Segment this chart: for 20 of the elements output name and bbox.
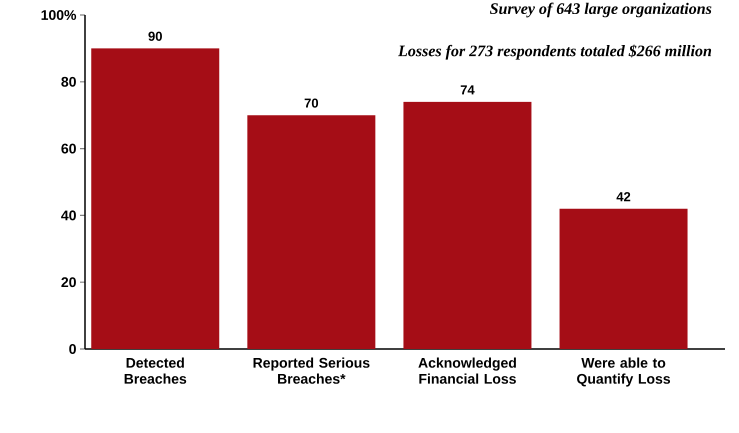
x-tick-label: Acknowledged Financial Loss: [418, 358, 516, 384]
y-tick-label: 0: [69, 344, 76, 354]
y-tick-label: 60: [61, 144, 76, 154]
bar: [403, 102, 532, 349]
y-tick-label: 20: [61, 277, 76, 288]
data-label: 42: [616, 192, 630, 202]
x-tick-label: Detected Breaches: [124, 358, 186, 384]
data-label: 74: [460, 85, 475, 94]
y-tick-label: 80: [61, 76, 76, 87]
x-tick-label: Reported Serious Breaches*: [254, 358, 370, 384]
data-label: 70: [304, 98, 318, 108]
annotation: Survey of 643 large organizations: [490, 2, 712, 18]
annotation: Losses for 273 respondents totaled $266 million: [398, 44, 712, 60]
y-tick-label: 40: [61, 210, 76, 220]
x-tick-label: Were able to Quantify Loss: [577, 358, 670, 387]
bar: [560, 208, 688, 349]
bar: [247, 115, 376, 349]
bar: [91, 48, 220, 349]
y-tick-label: 100%: [42, 10, 76, 20]
data-label: 90: [148, 32, 162, 41]
